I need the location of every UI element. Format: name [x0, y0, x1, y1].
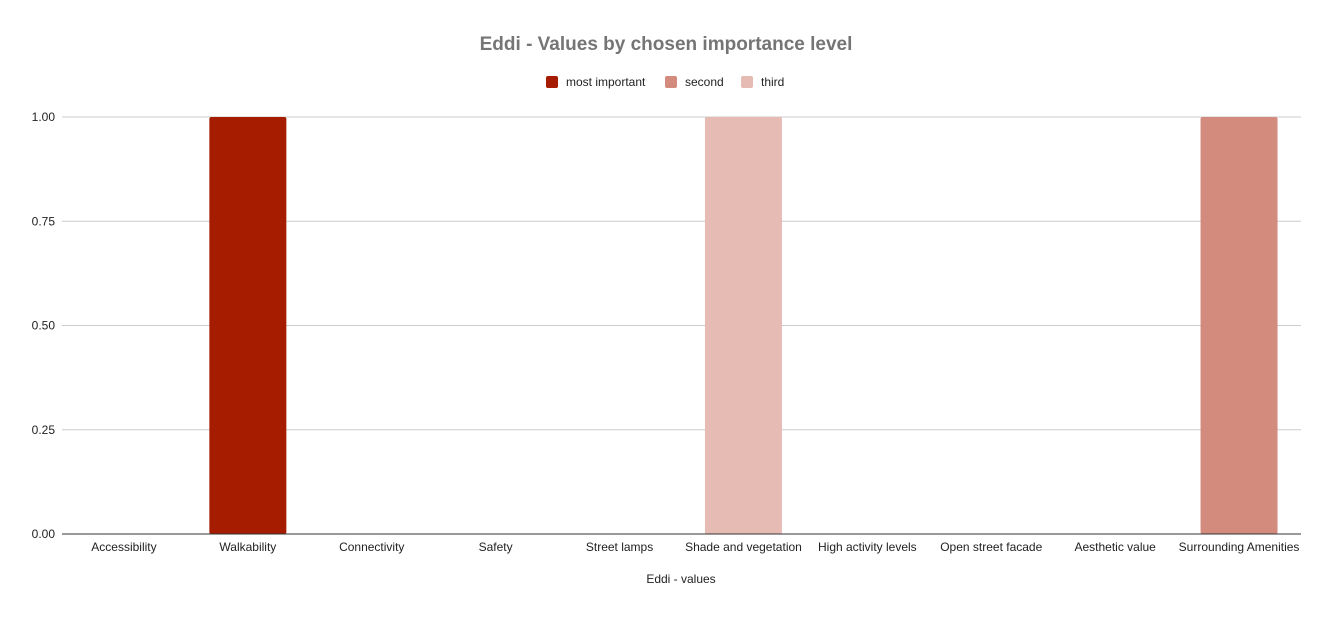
x-tick-label: Walkability [219, 540, 276, 554]
y-tick-label: 0.75 [32, 214, 56, 228]
bar [704, 117, 782, 534]
x-tick-label: Aesthetic value [1074, 540, 1156, 554]
x-axis-label: Eddi - values [646, 572, 715, 586]
x-tick-label: Street lamps [586, 540, 653, 554]
bars [209, 117, 1278, 534]
bar [1200, 117, 1278, 534]
x-tick-label: Safety [479, 540, 513, 554]
x-tick-label: Open street facade [940, 540, 1042, 554]
legend-swatch [665, 76, 677, 88]
y-tick-label: 1.00 [32, 110, 56, 124]
chart-title: Eddi - Values by chosen importance level [480, 34, 853, 55]
y-tick-label: 0.25 [32, 423, 56, 437]
legend: most important second third [546, 75, 784, 89]
legend-label: most important [566, 75, 646, 89]
bar [209, 117, 287, 534]
y-tick-label: 0.50 [32, 319, 56, 333]
legend-label: second [685, 75, 724, 89]
y-tick-label: 0.00 [32, 527, 56, 541]
x-tick-label: Shade and vegetation [685, 540, 802, 554]
x-tick-label: Accessibility [91, 540, 156, 554]
legend-swatch [741, 76, 753, 88]
legend-swatch [546, 76, 558, 88]
y-axis-ticks: 0.00 0.25 0.50 0.75 1.00 [32, 110, 56, 541]
x-tick-label: Surrounding Amenities [1179, 540, 1300, 554]
x-axis-ticks: Accessibility Walkability Connectivity Safe… [91, 540, 1299, 554]
legend-label: third [761, 75, 784, 89]
x-tick-label: High activity levels [818, 540, 917, 554]
x-tick-label: Connectivity [339, 540, 404, 554]
